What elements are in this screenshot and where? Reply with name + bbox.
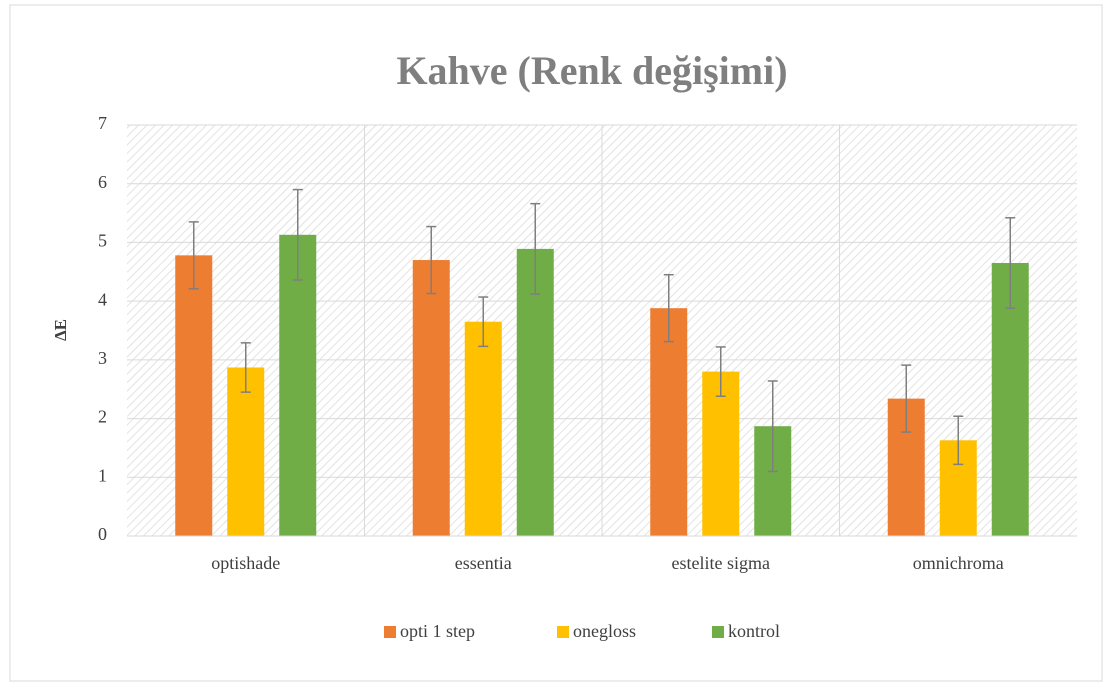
bar [702, 371, 740, 536]
y-tick-label: 7 [98, 113, 107, 133]
bar [279, 234, 317, 536]
y-tick-label: 0 [98, 524, 107, 544]
x-tick-label: essentia [455, 553, 512, 573]
x-tick-label: omnichroma [913, 553, 1004, 573]
bar [650, 308, 688, 536]
bar [464, 321, 502, 536]
y-tick-label: 6 [98, 172, 107, 192]
y-tick-label: 1 [98, 465, 107, 485]
legend-swatch [557, 626, 569, 638]
legend-label: kontrol [728, 621, 780, 641]
bar [175, 255, 213, 537]
bar [516, 248, 554, 536]
chart-title: Kahve (Renk değişimi) [396, 48, 787, 93]
y-axis-label: ΔE [51, 319, 70, 341]
legend-swatch [384, 626, 396, 638]
bar [227, 367, 265, 536]
legend-swatch [712, 626, 724, 638]
legend-label: opti 1 step [400, 621, 475, 641]
y-tick-label: 4 [98, 289, 107, 309]
x-tick-label: estelite sigma [672, 553, 770, 573]
y-tick-label: 5 [98, 231, 107, 251]
y-tick-label: 3 [98, 348, 107, 368]
y-tick-label: 2 [98, 407, 107, 427]
legend-label: onegloss [573, 621, 636, 641]
bar [412, 260, 450, 536]
x-tick-label: optishade [211, 553, 280, 573]
